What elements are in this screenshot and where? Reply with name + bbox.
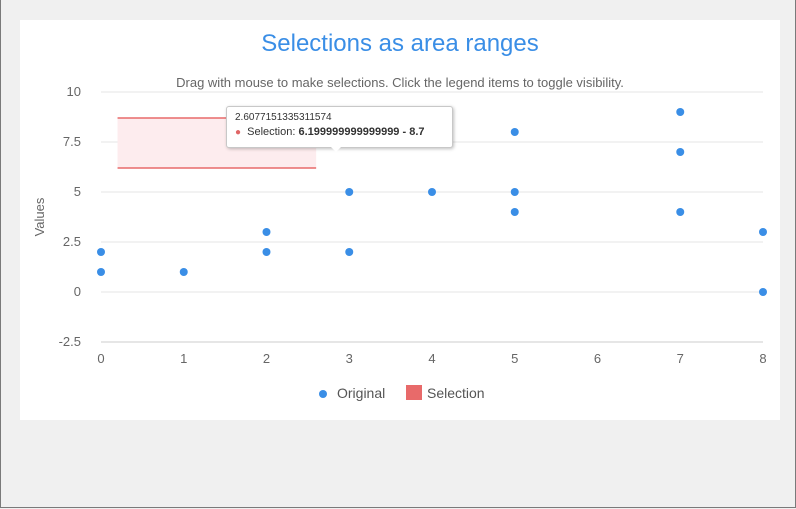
x-tick-label: 4 [428,351,435,366]
y-tick-label: 5 [74,184,81,199]
tooltip-series-label: Selection: [247,126,296,138]
x-tick-label: 6 [594,351,601,366]
x-tick-label: 7 [677,351,684,366]
data-point [428,188,436,196]
chart-subtitle: Drag with mouse to make selections. Clic… [176,75,624,90]
data-point [179,268,188,276]
y-tick-label: 0 [74,284,81,299]
chart-title: Selections as area ranges [261,30,539,57]
data-point [676,148,685,156]
y-tick-label: 10 [67,84,81,99]
y-tick-label: 7.5 [63,134,81,149]
tooltip-value: 6.199999999999999 - 8.7 [298,126,425,138]
x-tick-label: 5 [511,351,518,366]
data-point [262,248,271,256]
data-point [759,288,767,296]
data-point [510,128,519,136]
legend-item-selection[interactable]: Selection [427,385,485,401]
legend-selection-marker-icon [406,385,422,400]
y-axis-title: Values [32,197,47,236]
legend-original-marker-icon [319,390,327,398]
data-point [510,208,519,216]
x-tick-label: 1 [180,351,187,366]
scatter-chart[interactable]: Selections as area ranges Drag with mouse… [20,20,780,420]
x-tick-label: 2 [263,351,270,366]
x-tick-label: 8 [759,351,766,366]
tooltip-caret [330,146,342,152]
data-point [97,268,105,276]
tooltip-header: 2.6077151335311574 [235,112,332,123]
legend-item-original[interactable]: Original [337,385,385,401]
y-tick-label: 2.5 [63,234,81,249]
data-point [676,108,685,116]
data-point [345,248,354,256]
data-point [510,188,519,196]
data-point [97,248,105,256]
chart-container: Selections as area ranges Drag with mouse… [20,20,780,420]
x-tick-label: 3 [346,351,353,366]
x-tick-label: 0 [97,351,104,366]
data-point [262,228,271,236]
tooltip-series-marker-icon: ● [235,127,242,138]
tooltip-row: ● Selection: 6.199999999999999 - 8.7 [235,126,425,138]
y-tick-label: -2.5 [59,334,81,349]
data-point [345,188,354,196]
data-point [759,228,767,236]
chart-tooltip: 2.6077151335311574 ● Selection: 6.199999… [226,106,453,148]
data-point [676,208,685,216]
